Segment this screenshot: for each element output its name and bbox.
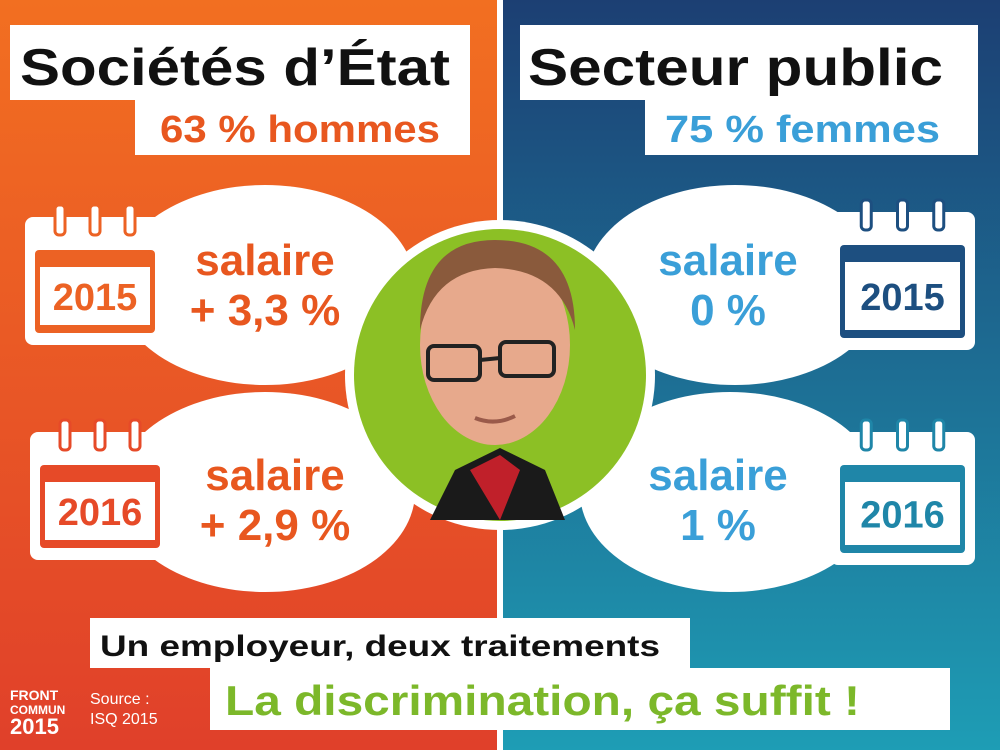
subtitle-box	[645, 100, 978, 155]
calendar-ring	[859, 418, 873, 452]
calendar-ring	[896, 198, 909, 232]
calendar-date-box	[40, 267, 150, 325]
source: ISQ 2015	[90, 711, 158, 728]
right-title: Secteur public	[528, 39, 943, 97]
speech-bubble	[115, 392, 415, 592]
calendar-date-box	[845, 262, 960, 330]
subtitle-box	[135, 100, 470, 155]
row-label: salaire	[205, 451, 344, 500]
calendar: 2015	[830, 198, 975, 350]
calendar: 2015	[25, 203, 165, 345]
source: Source :	[90, 691, 150, 708]
calendar-ring	[932, 198, 946, 232]
calendar-ring	[58, 418, 72, 452]
speech-bubble	[580, 392, 880, 592]
calendars: 2015 2016 2015 2016	[25, 198, 975, 565]
right-subtitle: 75 % femmes	[665, 109, 940, 151]
slogan: La discrimination, ça suffit !	[225, 677, 860, 724]
row-label: salaire	[195, 236, 334, 285]
calendar-ring	[53, 203, 67, 237]
left-subtitle: 63 % hommes	[160, 109, 440, 151]
calendar-year: 2015	[53, 277, 138, 319]
tagline-box	[90, 618, 690, 668]
row-label: salaire	[648, 451, 787, 500]
portrait	[420, 240, 575, 520]
speech-bubble	[585, 185, 885, 385]
tagline: Un employeur, deux traitements	[100, 630, 660, 663]
left-title: Sociétés d’État	[20, 39, 450, 97]
row-change: + 2,9 %	[200, 501, 350, 550]
calendar-ring	[123, 203, 137, 237]
calendar-ring	[932, 418, 946, 452]
calendar-ring	[859, 198, 873, 232]
calendar-ring	[128, 418, 142, 452]
calendar-date-box	[45, 482, 155, 540]
calendar-year: 2016	[860, 495, 945, 537]
slogan-box	[210, 668, 950, 730]
logo-line: COMMUN	[10, 703, 65, 717]
calendar-ring	[896, 418, 909, 452]
logo-line: FRONT	[10, 687, 59, 703]
speech-bubble	[115, 185, 415, 385]
title-box	[10, 25, 470, 100]
row-change: 0 %	[690, 286, 766, 335]
calendar: 2016	[830, 418, 975, 565]
row-change: 1 %	[680, 501, 756, 550]
row-change: + 3,3 %	[190, 286, 340, 335]
calendar-year: 2016	[58, 492, 143, 534]
calendar: 2016	[30, 418, 170, 560]
logo-line: 2015	[10, 714, 59, 739]
calendar-ring	[93, 418, 107, 452]
row-label: salaire	[658, 236, 797, 285]
calendar-ring	[88, 203, 102, 237]
calendar-year: 2015	[860, 277, 945, 319]
calendar-date-box	[845, 482, 960, 545]
title-box	[520, 25, 978, 100]
